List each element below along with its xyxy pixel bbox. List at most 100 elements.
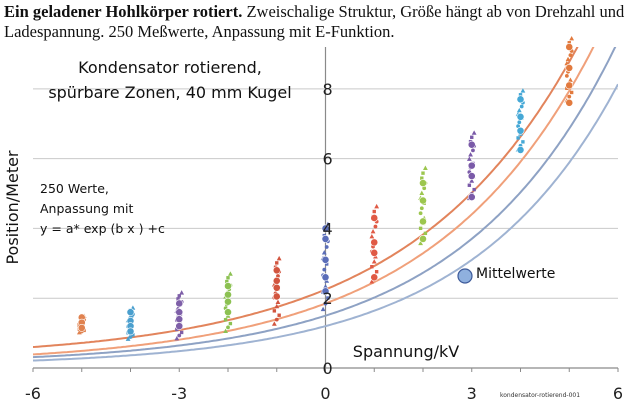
measurement-triangle bbox=[321, 250, 327, 255]
measurement-point bbox=[373, 224, 378, 229]
measurement-square bbox=[518, 93, 523, 97]
fit-curve-4 bbox=[33, 83, 618, 362]
mean-marker bbox=[565, 64, 574, 72]
mean-marker bbox=[321, 287, 330, 296]
x-tick-label: 3 bbox=[467, 384, 477, 403]
measurement-triangle bbox=[423, 165, 428, 170]
measurement-triangle bbox=[179, 290, 185, 295]
fit-note-line-3: y = a* exp (b x ) +c bbox=[40, 221, 165, 236]
measurement-point bbox=[516, 124, 520, 129]
mean-marker bbox=[516, 112, 525, 121]
measurement-point bbox=[322, 267, 327, 272]
measurement-square bbox=[374, 270, 379, 274]
mean-marker bbox=[419, 235, 427, 243]
measurement-square bbox=[326, 296, 330, 300]
measurement-square bbox=[420, 176, 424, 180]
y-tick-label: 2 bbox=[323, 289, 333, 308]
measurement-square bbox=[177, 294, 181, 298]
page-heading: Ein geladener Hohlkörper rotiert. Zweisc… bbox=[4, 2, 638, 42]
measurement-triangle bbox=[468, 152, 473, 157]
measurement-triangle bbox=[370, 228, 376, 234]
measurement-triangle bbox=[374, 203, 380, 209]
measurement-square bbox=[176, 297, 180, 301]
measurement-square bbox=[421, 171, 425, 175]
mean-marker bbox=[175, 322, 184, 331]
measurement-square bbox=[516, 136, 520, 140]
mean-marker bbox=[516, 126, 525, 135]
mean-marker bbox=[224, 282, 232, 290]
mean-marker bbox=[467, 140, 476, 149]
legend-label: Mittelwerte bbox=[476, 266, 556, 282]
measurement-square bbox=[470, 135, 474, 139]
y-tick-label: 8 bbox=[323, 80, 333, 99]
mean-marker bbox=[321, 235, 330, 243]
measurement-square bbox=[275, 261, 279, 265]
measurement-square bbox=[272, 309, 277, 313]
measurement-triangle bbox=[274, 303, 280, 309]
measurement-square bbox=[370, 265, 374, 269]
mean-marker bbox=[467, 161, 476, 170]
mean-marker bbox=[565, 98, 574, 107]
measurement-triangle bbox=[569, 36, 575, 41]
measurement-point bbox=[419, 206, 424, 211]
measurement-triangle bbox=[228, 271, 233, 276]
mean-marker bbox=[321, 273, 330, 282]
mean-marker bbox=[370, 273, 379, 282]
chart-title-line-1: Kondensator rotierend, bbox=[78, 58, 262, 77]
mean-marker bbox=[272, 266, 281, 275]
mean-marker bbox=[370, 238, 379, 247]
mean-marker bbox=[370, 214, 379, 222]
fit-curve-3 bbox=[33, 47, 617, 359]
measurement-square bbox=[467, 183, 472, 187]
measurement-square bbox=[226, 276, 230, 280]
mean-marker bbox=[77, 323, 86, 332]
measurement-triangle bbox=[275, 299, 281, 304]
measurement-square bbox=[423, 231, 428, 236]
fit-note-line-2: Anpassung mit bbox=[40, 201, 134, 216]
measurement-point bbox=[568, 53, 573, 58]
mean-marker bbox=[370, 248, 379, 257]
measurement-triangle bbox=[371, 259, 377, 264]
mean-marker bbox=[565, 81, 574, 90]
measurement-square bbox=[472, 187, 476, 192]
measurement-point bbox=[564, 73, 569, 78]
heading-rest: Zweischalige Struktur, Größe hängt ab vo… bbox=[4, 2, 625, 41]
measurement-point bbox=[274, 317, 279, 322]
measurement-square bbox=[175, 327, 179, 332]
measurement-square bbox=[228, 321, 233, 326]
x-tick-label: 6 bbox=[613, 384, 623, 403]
fit-note-line-1: 250 Werte, bbox=[40, 181, 109, 196]
mean-marker bbox=[175, 315, 184, 324]
measurement-point bbox=[226, 325, 230, 330]
measurement-triangle bbox=[76, 329, 82, 335]
measurement-point bbox=[422, 186, 427, 191]
x-axis-label: Spannung/kV bbox=[353, 342, 459, 361]
measurement-triangle bbox=[568, 77, 573, 82]
measurement-point bbox=[324, 245, 329, 249]
mean-marker bbox=[224, 290, 232, 299]
mean-marker bbox=[419, 196, 427, 205]
measurement-triangle bbox=[466, 156, 472, 161]
mean-marker bbox=[516, 146, 525, 154]
measurement-triangle bbox=[320, 306, 326, 312]
measurement-triangle bbox=[125, 336, 131, 341]
y-tick-label: 6 bbox=[323, 150, 333, 169]
measurement-point bbox=[517, 120, 522, 125]
measurement-point bbox=[418, 211, 423, 216]
measurement-square bbox=[131, 333, 135, 337]
mean-marker bbox=[272, 276, 281, 285]
measurement-point bbox=[471, 148, 475, 153]
measurement-square bbox=[569, 90, 574, 95]
mean-marker bbox=[224, 297, 232, 306]
mean-marker bbox=[126, 308, 135, 317]
mean-marker bbox=[175, 308, 184, 317]
chart-title-line-2: spürbare Zonen, 40 mm Kugel bbox=[48, 83, 292, 102]
measurement-triangle bbox=[516, 107, 522, 113]
measurement-point bbox=[519, 104, 524, 109]
measurement-triangle bbox=[471, 130, 477, 135]
measurement-square bbox=[179, 330, 184, 335]
measurement-square bbox=[567, 41, 571, 45]
measurement-point bbox=[323, 301, 328, 306]
x-tick-label: 0 bbox=[320, 384, 330, 403]
measurement-triangle bbox=[271, 321, 277, 326]
